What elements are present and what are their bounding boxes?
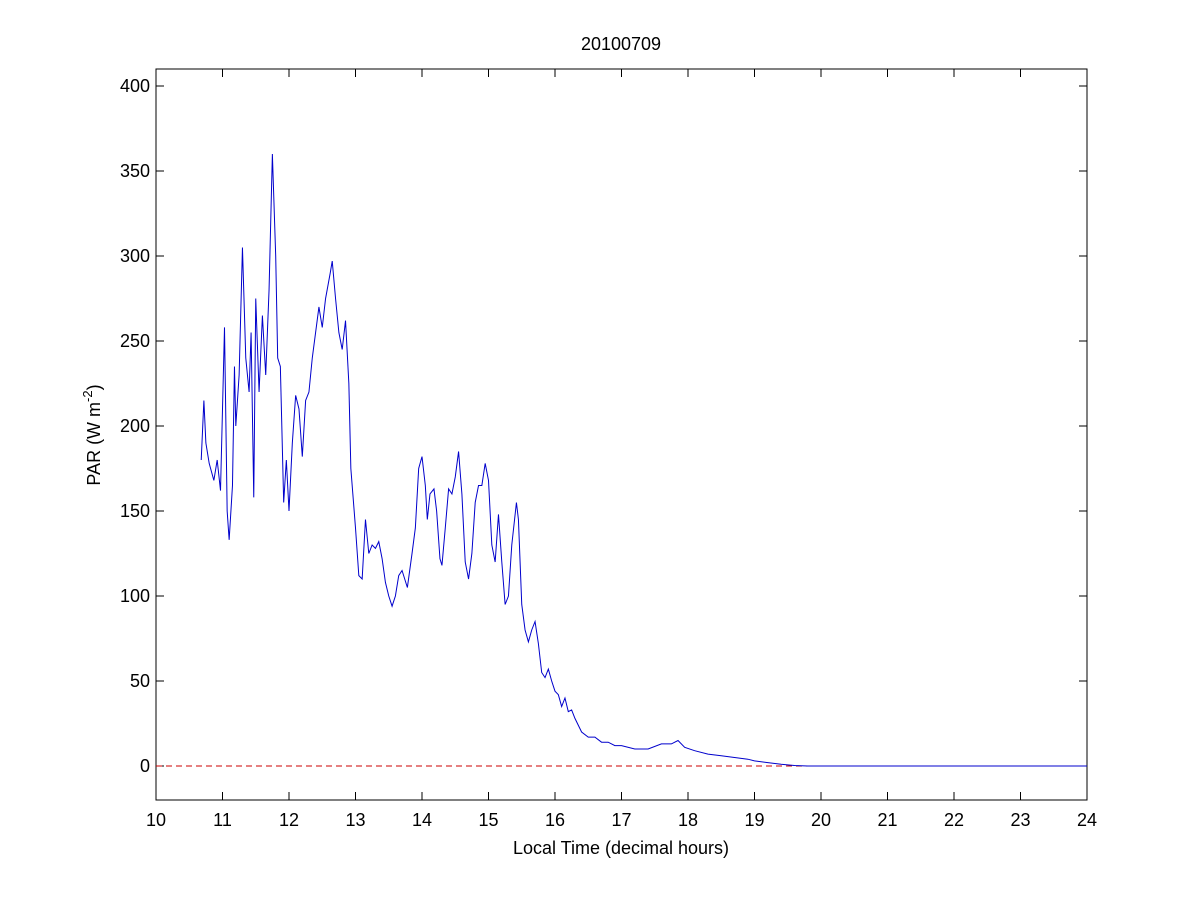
- x-axis-label: Local Time (decimal hours): [513, 838, 729, 858]
- x-tick-label: 24: [1077, 810, 1097, 830]
- x-tick-label: 15: [478, 810, 498, 830]
- y-tick-label: 400: [120, 76, 150, 96]
- x-tick-label: 13: [345, 810, 365, 830]
- y-tick-label: 150: [120, 501, 150, 521]
- y-label-sup: -2: [80, 390, 95, 402]
- data-line: [200, 153, 1087, 767]
- chart-title: 20100709: [581, 34, 661, 54]
- x-tick-label: 19: [744, 810, 764, 830]
- y-tick-label: 50: [130, 671, 150, 691]
- y-label-end: ): [84, 384, 104, 390]
- y-tick-label: 0: [140, 756, 150, 776]
- x-tick-label: 14: [412, 810, 432, 830]
- y-axis-label: PAR (W m-2): [80, 384, 104, 485]
- x-tick-label: 18: [678, 810, 698, 830]
- y-tick-label: 300: [120, 246, 150, 266]
- x-tick-label: 21: [877, 810, 897, 830]
- x-tick-label: 16: [545, 810, 565, 830]
- y-tick-label: 350: [120, 161, 150, 181]
- x-tick-label: 20: [811, 810, 831, 830]
- x-tick-label: 10: [146, 810, 166, 830]
- x-tick-label: 17: [611, 810, 631, 830]
- y-tick-label: 100: [120, 586, 150, 606]
- x-tick-label: 23: [1010, 810, 1030, 830]
- x-tick-label: 11: [213, 810, 232, 830]
- y-label-text: PAR (W m: [84, 402, 104, 486]
- y-tick-label: 250: [120, 331, 150, 351]
- x-tick-label: 22: [944, 810, 964, 830]
- x-tick-label: 12: [279, 810, 299, 830]
- y-tick-label: 200: [120, 416, 150, 436]
- plot-area: [155, 68, 1088, 801]
